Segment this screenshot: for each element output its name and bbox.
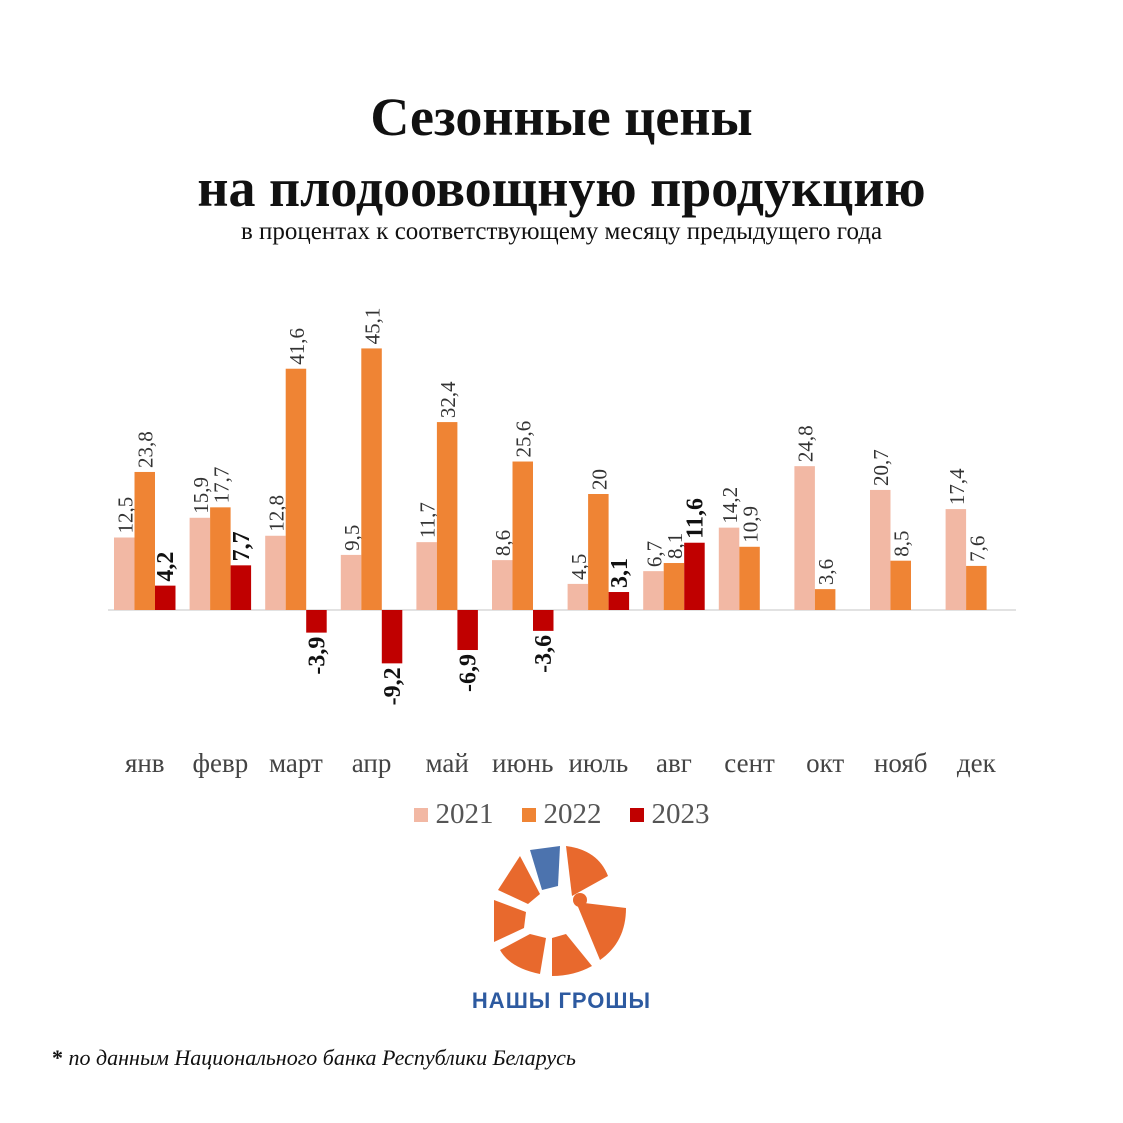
bar-2022-сент — [739, 546, 760, 610]
data-label-2023-февр: 7,7 — [229, 531, 255, 561]
bar-2023-апр — [381, 610, 403, 664]
category-label-нояб: нояб — [874, 748, 928, 778]
data-label-2021-окт: 24,8 — [794, 425, 818, 462]
bar-2023-март — [306, 610, 327, 633]
bar-2022-июнь — [512, 461, 533, 610]
data-label-2022-апр: 45,1 — [361, 308, 385, 345]
bar-2021-окт — [794, 466, 815, 610]
data-label-2022-дек: 7,6 — [965, 536, 989, 562]
legend-swatch-2023 — [629, 807, 644, 822]
data-label-2023-июль: 3,1 — [607, 558, 633, 588]
bar-2022-окт — [814, 589, 836, 610]
chart-subtitle: в процентах к соответствующему месяцу пр… — [240, 218, 883, 245]
data-label-2022-июнь: 25,6 — [512, 421, 536, 458]
bar-2021-сент — [718, 527, 740, 610]
data-label-2021-февр: 15,9 — [189, 477, 213, 514]
category-label-февр: февр — [192, 748, 248, 778]
data-label-2023-авг: 11,6 — [682, 498, 708, 539]
bar-2021-июль — [567, 583, 589, 610]
bar-2021-март — [265, 535, 286, 610]
brand-name: НАШЫ ГРОШЫ — [471, 988, 652, 1013]
data-label-2023-май: -6,9 — [456, 654, 482, 692]
bar-2023-авг — [684, 542, 705, 610]
category-label-янв: янв — [125, 748, 165, 778]
bar-2021-дек — [945, 509, 967, 610]
category-label-май: май — [425, 748, 468, 778]
legend-item-2023: 2023 — [629, 798, 710, 831]
bar-2023-янв — [155, 585, 176, 610]
data-label-2023-июнь: -3,6 — [531, 635, 557, 673]
category-label-окт: окт — [806, 748, 844, 778]
data-label-2022-окт: 3,6 — [814, 559, 838, 585]
data-label-2022-авг: 8,1 — [663, 533, 687, 559]
data-label-2021-сент: 14,2 — [718, 487, 742, 524]
category-label-март: март — [269, 748, 323, 778]
data-label-2021-апр: 9,5 — [340, 525, 364, 551]
bar-2023-май — [457, 610, 478, 651]
bar-2022-июль — [588, 494, 609, 610]
category-label-сент: сент — [724, 748, 775, 778]
bar-2023-июль — [608, 592, 630, 610]
bar-2021-нояб — [870, 489, 891, 610]
data-label-2021-дек: 17,4 — [945, 468, 969, 505]
bar-2022-авг — [663, 563, 685, 610]
data-label-2021-янв: 12,5 — [113, 497, 137, 534]
data-label-2022-июль: 20 — [587, 469, 611, 490]
logo-slices — [494, 846, 626, 976]
bar-2021-февр — [189, 517, 211, 610]
bar-2023-июнь — [533, 610, 554, 631]
bar-2021-июнь — [492, 560, 513, 610]
bar-2022-март — [285, 368, 307, 610]
bar-chart: 12,5 15,9 12,8 9,5 11,7 8,6 4,5 6,7 14,2 24,8 20,7… — [108, 308, 1016, 778]
data-label-2022-сент: 10,9 — [739, 506, 763, 543]
footnote: * по данным Национального банка Республи… — [52, 1045, 576, 1071]
data-label-2022-нояб: 8,5 — [890, 530, 914, 556]
data-label-2022-март: 41,6 — [285, 328, 309, 365]
bar-2022-нояб — [890, 560, 911, 610]
bar-2022-дек — [966, 565, 987, 610]
orange-slices-logo-icon — [494, 846, 626, 976]
bar-2021-янв — [114, 537, 135, 610]
data-label-2021-июнь: 8,6 — [491, 530, 515, 556]
bar-2021-апр — [340, 554, 362, 610]
legend-item-2021: 2021 — [413, 798, 494, 831]
chart-title-line-1: Сезонные цены — [370, 87, 753, 147]
bar-2021-авг — [643, 571, 664, 610]
data-label-2023-март: -3,9 — [304, 637, 330, 675]
bar-2023-февр — [230, 565, 252, 610]
bar-2022-май — [436, 422, 458, 610]
data-label-2021-июль: 4,5 — [567, 554, 591, 580]
data-label-2022-февр: 17,7 — [209, 467, 233, 504]
legend-swatch-2021 — [413, 807, 428, 822]
category-label-июнь: июнь — [492, 748, 553, 778]
category-label-авг: авг — [656, 748, 692, 778]
bar-2022-февр — [210, 507, 231, 610]
data-label-2022-янв: 23,8 — [134, 431, 158, 468]
chart-title-line-2: на плодоовощную продукцию — [197, 158, 926, 218]
data-label-2021-авг: 6,7 — [642, 541, 666, 567]
chart-legend: 2021 2022 2023 — [0, 798, 1123, 831]
category-label-дек: дек — [957, 748, 997, 778]
legend-label-2023: 2023 — [651, 798, 710, 830]
legend-label-2021: 2021 — [435, 798, 494, 830]
data-label-2022-май: 32,4 — [436, 381, 460, 418]
legend-swatch-2022 — [521, 807, 536, 822]
footnote-star: * — [52, 1045, 63, 1070]
data-label-2021-май: 11,7 — [416, 502, 440, 538]
data-label-2023-янв: 4,2 — [153, 552, 179, 582]
category-label-июль: июль — [568, 748, 628, 778]
data-label-2021-март: 12,8 — [264, 495, 288, 532]
legend-item-2022: 2022 — [521, 798, 602, 831]
legend-label-2022: 2022 — [543, 798, 602, 830]
footnote-text: по данным Национального банка Республики… — [68, 1045, 576, 1070]
data-label-2023-апр: -9,2 — [380, 667, 406, 705]
bar-2022-янв — [134, 471, 155, 610]
category-label-апр: апр — [352, 748, 392, 778]
bar-2021-май — [416, 542, 437, 610]
bar-2022-апр — [361, 348, 382, 610]
data-label-2021-нояб: 20,7 — [869, 449, 893, 486]
